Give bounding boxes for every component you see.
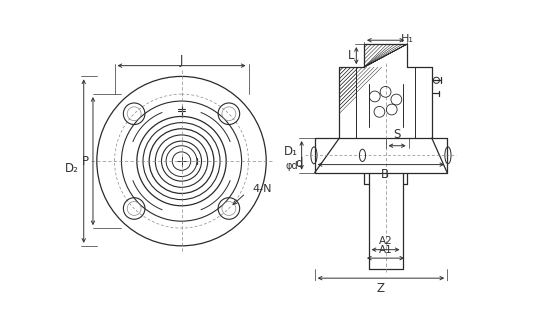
Text: H₁: H₁ (401, 34, 414, 45)
Text: S: S (393, 128, 401, 141)
Text: J: J (180, 54, 183, 67)
Text: B: B (381, 168, 389, 181)
Text: D₂: D₂ (65, 162, 78, 175)
Text: L: L (347, 49, 354, 62)
Text: A1: A1 (379, 245, 392, 255)
Text: Z: Z (377, 282, 385, 295)
Text: A2: A2 (379, 236, 392, 246)
Text: d: d (295, 156, 302, 170)
Text: D₁: D₁ (284, 145, 298, 158)
Text: 4-N: 4-N (252, 184, 271, 194)
Text: φd: φd (286, 161, 299, 171)
Text: P: P (82, 155, 89, 167)
